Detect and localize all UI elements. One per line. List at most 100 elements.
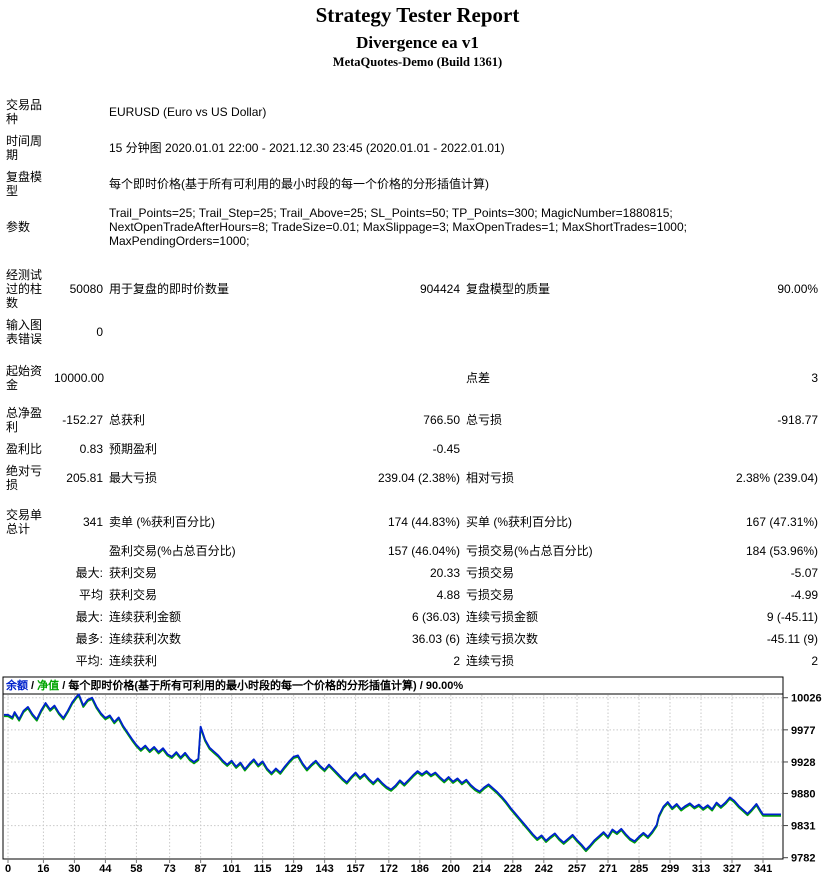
x-axis-label: 143 [315,863,333,875]
value-cell-3: 3 [811,371,819,385]
value-cell-2 [315,360,463,396]
label-cell-3: 复盘模型的质量 [466,282,551,296]
report-title: Strategy Tester Report [315,3,520,27]
value-cell-2: 239.04 (2.38%) [377,471,460,485]
report-header: Strategy Tester Report Divergence ea v1 … [0,3,835,70]
value-cell-1: 0.83 [79,442,103,456]
report-table: 交易品种 EURUSD (Euro vs US Dollar) 时间周期 15 分钟图… [3,94,821,672]
table-row: 起始资 金 10000.00 点差 3 [3,360,821,396]
balance-chart: 0 16 30 44 58 73 87 101 115 129 143 157 172 186 200 214… [0,676,835,881]
x-axis-label: 157 [346,863,364,875]
value-cell-2: 157 (46.04%) [387,544,460,558]
row-label: 交易品种 [6,98,43,126]
row-text: Trail_Points=25; Trail_Step=25; Trail_Ab… [109,206,687,248]
row-label: 总净盈 利 [6,406,43,434]
x-axis-label: 16 [37,863,49,875]
x-axis-label: 214 [473,863,492,875]
row-label: 时间周期 [6,134,43,162]
value-cell-3: -918.77 [777,413,819,427]
x-axis-label: 129 [284,863,302,875]
value-cell-3: 9 (-45.11) [766,610,819,624]
table-row: 总净盈 利 -152.27 总获利 766.50 总亏损 -918.77 [3,402,821,438]
label-cell-2: 获利交易 [109,588,158,602]
x-axis-label: 299 [661,863,679,875]
y-axis-label: 9977 [791,725,815,737]
label-cell-2 [106,314,315,350]
label-cell-3: 亏损交易(%占总百分比) [466,544,593,558]
value-cell-3 [641,314,821,350]
x-axis-label: 200 [442,863,460,875]
value-cell-1: 平均: [75,654,103,668]
value-cell-2: 904424 [419,282,460,296]
x-axis-label: 271 [599,863,617,875]
table-row: 最大: 连续获利金额 6 (36.03) 连续亏损金额 9 (-45.11) [3,606,821,628]
table-row: 交易品种 EURUSD (Euro vs US Dollar) [3,94,821,130]
spacer-cell [3,350,821,360]
label-cell-3: 连续亏损 [466,654,515,668]
label-cell-3: 总亏损 [466,413,503,427]
chart-legend: 余额 / 净值 / 每个即时价格(基于所有可利用的最小时段的每一个价格的分形插值… [5,678,463,692]
value-cell-2: 174 (44.83%) [387,515,460,529]
chart-legend-part: / [28,680,37,692]
label-cell-2 [106,360,315,396]
label-cell-3 [463,438,641,460]
value-cell-2: -0.45 [432,442,460,456]
value-cell-1 [51,540,106,562]
table-row: 最多: 连续获利次数 36.03 (6) 连续亏损次数 -45.11 (9) [3,628,821,650]
table-row: 复盘模型 每个即时价格(基于所有可利用的最小时段的每一个价格的分形插值计算) [3,166,821,202]
y-axis-label: 10026 [791,693,822,705]
label-cell-3: 点差 [466,371,491,385]
plot-frame [2,676,784,860]
table-row: 参数 Trail_Points=25; Trail_Step=25; Trail_… [3,202,821,252]
table-row: 时间周期 15 分钟图 2020.01.01 22:00 - 2021.12.30… [3,130,821,166]
row-label: 参数 [6,220,31,234]
table-row: 经测试 过的柱 数 50080 用于复盘的即时价数量 904424 复盘模型的质量 90.… [3,264,821,314]
row-text: 15 分钟图 2020.01.01 22:00 - 2021.12.30 23:… [109,141,505,155]
value-cell-2: 6 (36.03) [411,610,460,624]
value-cell-3: 167 (47.31%) [746,515,819,529]
row-text: EURUSD (Euro vs US Dollar) [109,105,267,119]
x-axis-label: 87 [195,863,207,875]
report-server: MetaQuotes-Demo (Build 1361) [332,55,503,69]
value-cell-3: -5.07 [790,566,819,580]
value-cell-3: 2 [811,654,819,668]
value-cell-1: 最大: [75,566,103,580]
balance-chart-svg: 0 16 30 44 58 73 87 101 115 129 143 157 172 186 200 214… [2,676,822,875]
value-cell-3: -4.99 [790,588,819,602]
value-cell-1: 平均 [78,588,103,602]
row-label: 绝对亏 损 [6,464,43,492]
value-cell-2: 2 [453,654,460,668]
row-label: 复盘模型 [6,170,43,198]
value-cell-3 [641,438,821,460]
value-cell-1: 205.81 [66,471,103,485]
chart-legend-part: 余额 [5,678,28,692]
report-ea-name: Divergence ea v1 [356,33,479,52]
spacer-row [3,350,821,360]
row-label [3,650,51,672]
x-axis-label: 257 [568,863,586,875]
x-axis-label: 101 [222,863,240,875]
row-label: 经测试 过的柱 数 [6,268,43,310]
table-row: 盈利交易(%占总百分比) 157 (46.04%) 亏损交易(%占总百分比) 184 … [3,540,821,562]
label-cell-2: 连续获利金额 [109,610,182,624]
table-row: 平均: 连续获利 2 连续亏损 2 [3,650,821,672]
spacer-row [3,496,821,504]
value-cell-1: 0 [96,325,103,339]
table-row: 交易单 总计 341 卖单 (%获利百分比) 174 (44.83%) 买单 (%获利百… [3,504,821,540]
x-axis-label: 73 [164,863,176,875]
value-cell-1: 最大: [75,610,103,624]
label-cell-3: 亏损交易 [466,588,515,602]
label-cell-2: 卖单 (%获利百分比) [109,515,215,529]
row-label [3,562,51,584]
label-cell-3: 连续亏损金额 [466,610,539,624]
value-cell-3: 2.38% (239.04) [735,471,819,485]
label-cell-2: 最大亏损 [109,471,158,485]
balance-line [4,693,781,851]
x-axis-label: 44 [99,863,112,875]
y-axis-label: 9831 [791,821,815,833]
value-cell-2: 4.88 [436,588,460,602]
label-cell-2: 连续获利次数 [109,632,182,646]
label-cell-2: 总获利 [109,413,146,427]
value-cell-1 [51,94,106,130]
x-axis-label: 341 [754,863,772,875]
